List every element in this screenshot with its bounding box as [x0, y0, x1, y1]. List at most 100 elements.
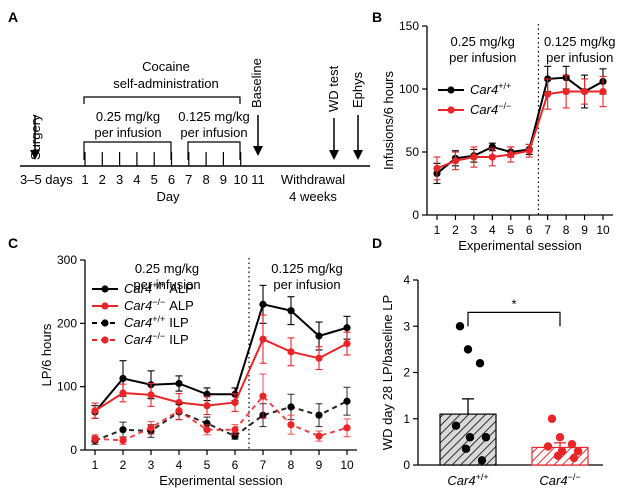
y-tick-label: 50: [406, 145, 420, 159]
x-tick-label: 8: [288, 458, 295, 472]
data-point: [287, 307, 295, 315]
panel-a-letter: A: [8, 9, 18, 25]
panel-b-letter: B: [372, 9, 382, 25]
data-point: [580, 87, 589, 96]
day-number: 6: [168, 172, 175, 187]
x-tick-label: 4: [176, 458, 183, 472]
genotype-superscript: +/+: [476, 472, 489, 482]
baseline-arrow-icon: [253, 146, 263, 156]
legend-label: Car4+/+ ALP: [124, 280, 194, 296]
wd-test-marker: WD test: [326, 65, 341, 160]
day-number: 4: [133, 172, 140, 187]
surgery-marker: Surgery: [28, 114, 43, 160]
bar-category-label: Car4−/−: [539, 472, 580, 488]
day-number: 9: [220, 172, 227, 187]
series-line: [94, 337, 348, 412]
data-point: [315, 354, 323, 362]
data-point: [481, 433, 491, 442]
data-point: [91, 435, 99, 443]
x-tick-label: 1: [92, 458, 99, 472]
day-number: 3: [116, 172, 123, 187]
data-point: [562, 87, 570, 96]
legend-marker: [101, 285, 109, 293]
data-point: [547, 414, 557, 423]
panel-b: B 0 50 100 150 1 2 3 4 5 6 7 8 9 10 Experimental sessi…: [372, 9, 615, 253]
genotype-superscript: −/−: [152, 297, 165, 307]
genotype-name: Car4: [124, 332, 152, 347]
y-tick-label: 300: [57, 253, 77, 267]
x-tick-label: 7: [544, 223, 551, 237]
ephys-marker: Ephys: [350, 71, 365, 160]
legend-marker: [101, 302, 109, 310]
dose-high-line2: per infusion: [94, 125, 161, 140]
bar-category-label: Car4+/+: [447, 472, 488, 488]
y-tick-label: 150: [399, 19, 419, 33]
genotype-superscript: −/−: [568, 472, 581, 482]
x-tick-label: 9: [316, 458, 323, 472]
legend-marker: [101, 336, 109, 344]
series-line: [436, 90, 603, 170]
data-point: [175, 379, 183, 388]
surgery-arrow-icon: [30, 150, 40, 160]
data-point: [451, 157, 460, 165]
dose-annotation: 0.125 mg/kg: [271, 261, 343, 276]
data-point: [203, 426, 211, 434]
x-axis-title: Experimental session: [159, 473, 283, 488]
data-point: [465, 433, 475, 442]
dose-high-bracket: [83, 141, 172, 160]
dose-annotation: 0.25 mg/kg: [451, 34, 515, 49]
data-point: [569, 453, 579, 463]
x-tick-label: 5: [204, 458, 211, 472]
data-point: [555, 433, 565, 442]
data-point: [315, 411, 323, 419]
data-point: [463, 345, 473, 354]
legend-marker: [447, 86, 455, 94]
x-tick-label: 9: [581, 223, 588, 237]
data-point: [553, 451, 563, 460]
legend-item: Car4−/− ILP: [92, 331, 189, 347]
genotype-name: Car4: [124, 298, 152, 313]
data-point: [525, 147, 533, 155]
data-point: [488, 153, 496, 161]
legend-marker: [101, 319, 109, 327]
y-tick-label: 100: [399, 82, 419, 96]
data-point: [119, 374, 127, 383]
y-axis-title: WD day 28 LP/baseline LP: [380, 295, 395, 450]
day-number: 2: [99, 172, 106, 187]
x-tick-label: 10: [596, 223, 610, 237]
data-point: [461, 444, 471, 454]
day-number: 11: [251, 172, 265, 187]
data-point: [599, 87, 607, 96]
data-point: [544, 90, 552, 98]
genotype-name: Car4: [470, 102, 498, 117]
y-tick-label: 0: [70, 443, 77, 457]
significance-bracket: [467, 311, 561, 327]
series-0: [433, 65, 607, 185]
legend-item: Car4−/−: [438, 101, 511, 117]
series-line: [94, 303, 348, 413]
day-number: 8: [202, 172, 209, 187]
days-before-label: 3–5 days: [20, 172, 73, 187]
day-number: 10: [233, 172, 247, 187]
self-admin-bracket: [83, 96, 241, 104]
data-point: [343, 424, 351, 432]
data-point: [343, 397, 351, 405]
genotype-name: Car4: [447, 473, 475, 488]
day-axis-label: Day: [156, 189, 180, 204]
baseline-label: Baseline: [249, 58, 264, 108]
x-tick-label: 2: [120, 458, 127, 472]
y-axis-title: LP/6 hours: [39, 323, 54, 386]
y-tick-label: 4: [403, 273, 410, 287]
series-suffix: ILP: [169, 332, 189, 347]
data-point: [475, 359, 485, 368]
y-tick-label: 100: [57, 380, 77, 394]
genotype-superscript: +/+: [152, 280, 165, 290]
x-tick-label: 8: [563, 223, 570, 237]
legend-label: Car4+/+: [470, 81, 511, 97]
dose-high-line1: 0.25 mg/kg: [96, 109, 160, 124]
data-point: [315, 332, 323, 340]
data-point: [477, 456, 487, 465]
